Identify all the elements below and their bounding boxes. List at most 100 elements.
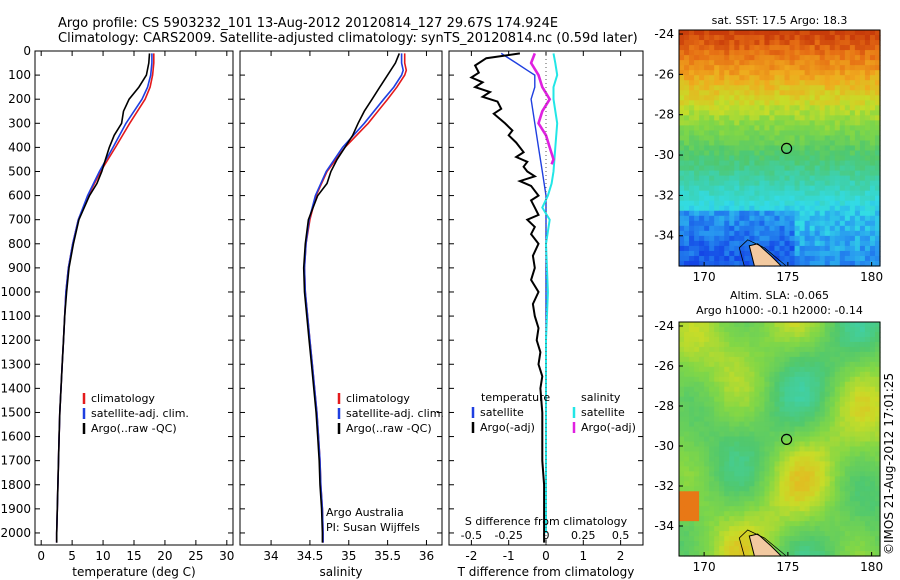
map-cell (724, 396, 730, 403)
map-cell (814, 461, 821, 467)
map-cell (859, 326, 866, 333)
map-cell (819, 85, 826, 91)
map-cell (814, 511, 821, 517)
map-cell (719, 255, 725, 262)
map-cell (759, 225, 766, 232)
map-cell (699, 150, 705, 157)
map-cell (679, 125, 685, 132)
map-cell (759, 386, 766, 393)
map-cell (704, 200, 710, 207)
map-cell (724, 115, 730, 121)
map-cell (819, 361, 826, 368)
map-cell (739, 436, 745, 443)
map-cell (784, 451, 791, 458)
map-cell (714, 496, 720, 502)
map-cell (874, 441, 881, 448)
map-cell (789, 511, 796, 517)
map-cell (844, 371, 851, 378)
map-cell (814, 85, 821, 91)
map-cell (824, 476, 831, 482)
map-cell (869, 65, 876, 71)
y-tick-label: 500 (8, 164, 31, 178)
map-cell (739, 381, 745, 388)
map-cell (689, 45, 695, 51)
map-cell (829, 501, 836, 507)
map-cell (779, 426, 786, 433)
map-cell (724, 401, 730, 408)
map-cell (759, 95, 766, 101)
map-cell (739, 205, 745, 212)
map-cell (874, 100, 881, 106)
map-cell (859, 240, 866, 247)
map-cell (854, 466, 861, 472)
map-cell (839, 351, 846, 358)
map-cell (819, 516, 826, 522)
map-cell (699, 255, 705, 262)
map-cell (779, 386, 786, 393)
map-cell (754, 521, 761, 527)
map-cell (819, 551, 826, 557)
map-cell (724, 381, 730, 388)
map-cell (784, 446, 791, 453)
map-cell (704, 100, 710, 106)
map-cell (719, 366, 725, 373)
map-cell (824, 416, 831, 423)
map-cell (714, 521, 720, 527)
map-cell (769, 110, 776, 116)
map-cell (794, 130, 801, 137)
map-cell (704, 416, 710, 423)
map-cell (739, 416, 745, 423)
map-cell (779, 245, 786, 252)
map-cell (759, 491, 766, 497)
map-cell (699, 456, 705, 463)
coastline (738, 529, 787, 557)
map-cell (759, 140, 766, 147)
map-cell (834, 165, 841, 172)
map-cell (704, 85, 710, 91)
map-cell (744, 165, 750, 172)
map-cell (724, 496, 730, 502)
map-cell (759, 401, 766, 408)
map-cell (734, 396, 740, 403)
map-cell (724, 486, 730, 492)
map-cell (679, 351, 685, 358)
map-cell (824, 50, 831, 56)
map-cell (774, 526, 781, 532)
map-cell (794, 225, 801, 232)
map-cell (719, 401, 725, 408)
map-cell (749, 406, 755, 413)
map-cell (839, 441, 846, 448)
map-cell (814, 250, 821, 257)
map-cell (839, 100, 846, 106)
map-cell (739, 175, 745, 182)
map-cell (694, 70, 700, 76)
map-cell (864, 411, 871, 418)
map-cell (809, 110, 816, 116)
map-cell (769, 441, 776, 448)
map-cell (739, 456, 745, 463)
map-cell (809, 175, 816, 182)
map-cell (724, 240, 730, 247)
map-cell (739, 150, 745, 157)
map-cell (714, 351, 720, 358)
map-cell (789, 85, 796, 91)
map-cell (769, 155, 776, 162)
x-tick-label: 0 (37, 549, 45, 563)
map-cell (719, 215, 725, 222)
map-cell (684, 190, 690, 197)
map-cell (849, 125, 856, 132)
map-cell (824, 366, 831, 373)
map-cell (784, 466, 791, 472)
map-cell (854, 536, 861, 542)
map-cell (839, 190, 846, 197)
map-cell (759, 326, 766, 333)
map-cell (724, 322, 730, 328)
map-cell (744, 230, 750, 237)
map-cell (794, 50, 801, 56)
map-cell (844, 396, 851, 403)
map-cell (734, 511, 740, 517)
map-cell (764, 85, 771, 91)
map-cell (694, 40, 700, 46)
map-cell (799, 190, 806, 197)
map-cell (709, 230, 715, 237)
